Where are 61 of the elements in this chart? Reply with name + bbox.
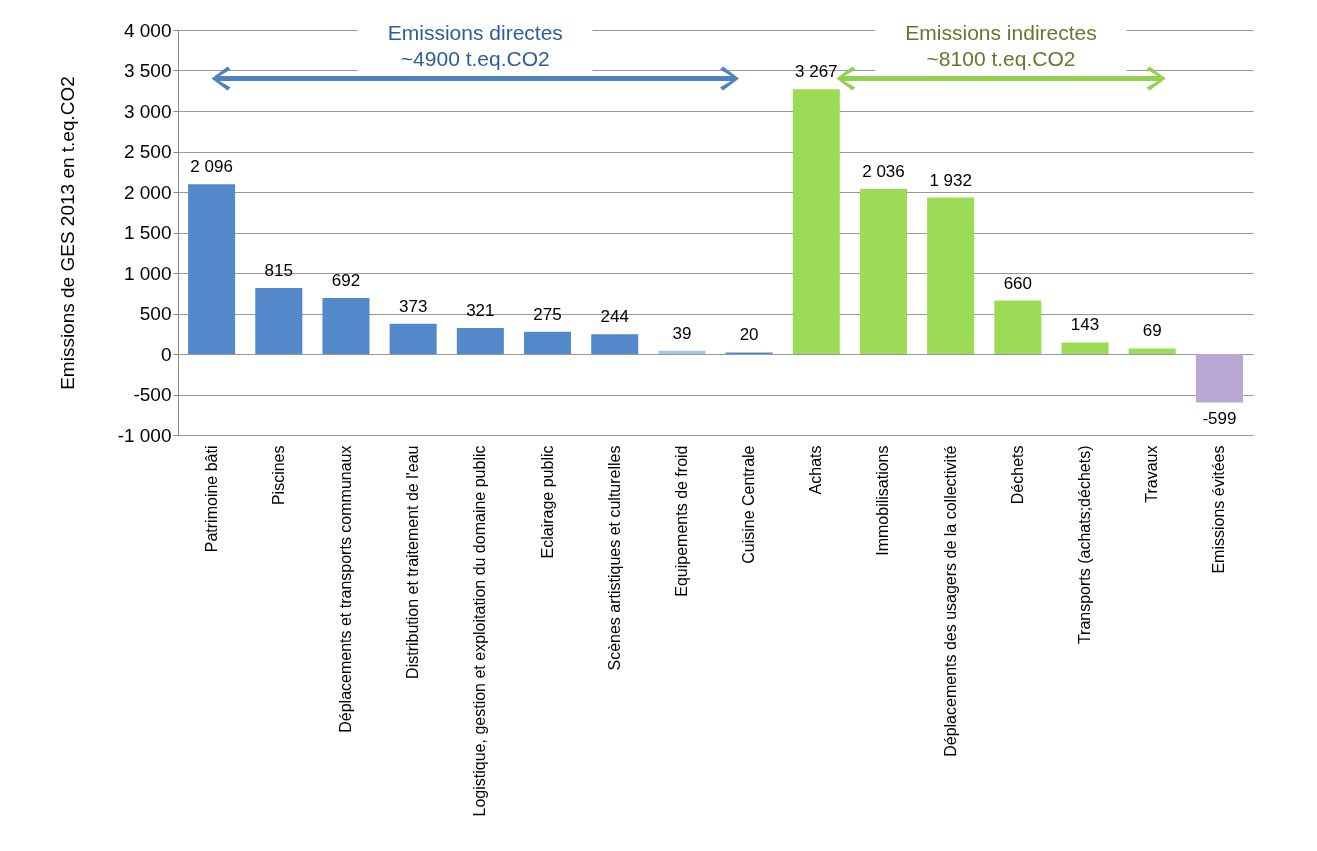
y-tick-label: 1 000 <box>123 262 172 284</box>
data-label: 660 <box>1003 273 1033 293</box>
data-label: -599 <box>1202 408 1237 428</box>
x-tick-label: Déchets <box>1008 445 1026 505</box>
data-label: 1 932 <box>929 170 972 190</box>
data-label: 373 <box>398 296 428 316</box>
data-label: 2 096 <box>190 157 233 177</box>
x-tick-label: Distribution et traitement de l'eau <box>404 445 422 679</box>
x-tick-label: Travaux <box>1143 445 1161 503</box>
y-tick-label: 2 500 <box>123 141 172 162</box>
data-label: 321 <box>466 301 495 320</box>
data-label: 3 267 <box>795 62 838 82</box>
bar <box>524 331 572 354</box>
bar <box>1128 348 1176 354</box>
data-label: 2 036 <box>862 162 905 182</box>
x-tick-label: Immobilisations <box>874 445 892 556</box>
x-tick-label: Cuisine Centrale <box>740 445 758 564</box>
bar <box>591 334 639 354</box>
y-tick-label: 1 500 <box>123 222 172 243</box>
data-label: 244 <box>600 307 629 327</box>
y-tick-label: 4 000 <box>123 19 172 41</box>
x-tick-label: Patrimoine bâti <box>202 445 220 553</box>
data-label: 692 <box>331 270 361 290</box>
annotation: Emissions indirectes ~8100 t.eq.CO2 <box>875 20 1127 72</box>
data-label: 815 <box>264 260 293 280</box>
x-tick-label: Scènes artistiques et culturelles <box>605 445 623 671</box>
x-tick-label: Eclairage public <box>538 445 556 559</box>
data-label: 20 <box>739 325 759 345</box>
bar <box>322 297 370 354</box>
y-tick-label: -1 000 <box>117 424 172 446</box>
x-tick-label: Transports (achats;déchets) <box>1076 445 1094 645</box>
x-tick-label: Piscines <box>269 445 287 506</box>
annotation: Emissions directes ~4900 t.eq.CO2 <box>357 20 593 72</box>
bar <box>658 350 706 354</box>
y-axis-title: Emissions de GES 2013 en t.eq.CO2 <box>56 76 78 390</box>
x-tick-label: Déplacements et transports communaux <box>336 445 354 733</box>
data-label: 143 <box>1070 315 1100 335</box>
data-label: 69 <box>1142 321 1162 341</box>
y-tick-label: 0 <box>160 343 172 365</box>
y-tick-label: -500 <box>133 384 172 405</box>
x-tick-label: Déplacements des usagers de la collectivité <box>941 445 959 757</box>
bar <box>927 197 975 354</box>
data-label: 39 <box>672 323 692 343</box>
y-tick-label: 3 000 <box>123 100 172 122</box>
y-tick-label: 500 <box>139 303 172 324</box>
x-tick-label: Logistique, gestion et exploitation du domaine public <box>471 445 489 817</box>
x-tick-label: Achats <box>807 445 825 495</box>
x-tick-label: Equipements de froid <box>672 445 690 597</box>
bar <box>859 189 907 354</box>
bar <box>1195 354 1243 403</box>
bar <box>188 184 236 354</box>
data-label: 275 <box>533 304 562 324</box>
y-tick-label: 3 500 <box>123 60 172 81</box>
bar <box>456 328 504 354</box>
bar <box>994 300 1042 354</box>
bar <box>792 89 840 354</box>
bar <box>389 323 437 354</box>
bar <box>255 287 303 354</box>
bar <box>1061 342 1109 354</box>
y-tick-label: 2 000 <box>123 181 172 203</box>
x-tick-label: Emissions évitées <box>1210 445 1228 574</box>
